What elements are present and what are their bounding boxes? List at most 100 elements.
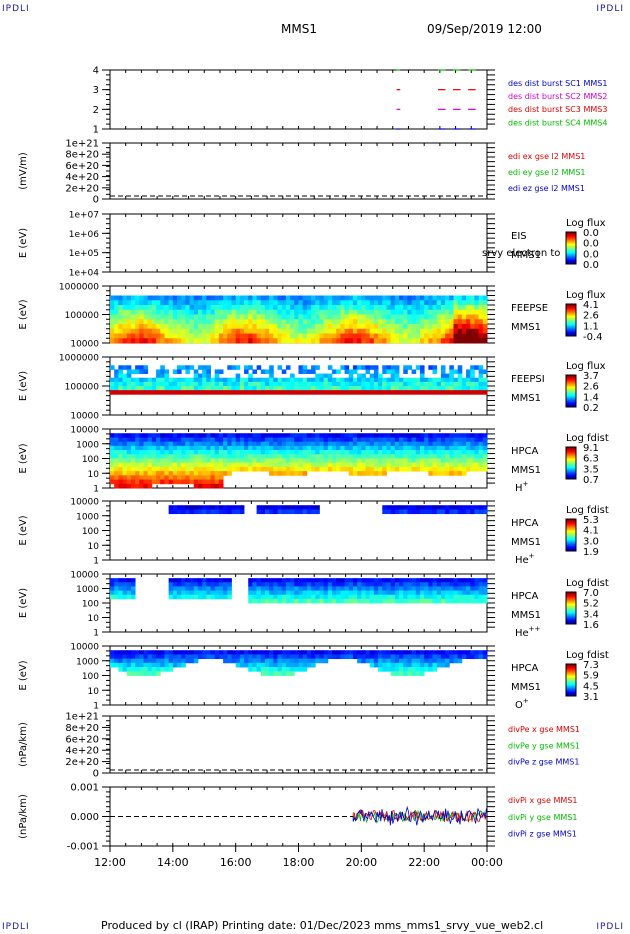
panel-hpca-h-cell — [399, 454, 404, 459]
panel-feepsi-cell — [319, 386, 325, 391]
panel-hpca-h-cell — [361, 450, 366, 455]
panel-hpca-h-cell — [197, 466, 203, 472]
panel-hpca-o-cell — [122, 654, 128, 660]
panel-feepsi-cell — [122, 377, 128, 383]
panel-hpca-h-cell — [382, 471, 387, 476]
panel-feepse-cell — [252, 338, 258, 344]
panel-feepse-cell — [466, 314, 471, 320]
panel-hpca-h-cell — [122, 437, 128, 443]
panel-feepsi-cell — [252, 381, 258, 387]
panel-hpca-h-cell — [130, 441, 136, 447]
panel-feepsi-cell — [197, 381, 203, 387]
panel-feepse-colorbar-cell — [566, 307, 576, 309]
panel-hpca-o-cell — [181, 654, 186, 660]
panel-hpca-o-cell — [357, 650, 362, 655]
panel-hpca-h-cell — [130, 475, 136, 480]
panel-feepsi-cell — [474, 386, 480, 391]
panel-hpca-he2-cell — [399, 578, 404, 583]
panel-hpca-h-cell — [277, 458, 283, 464]
panel-hpca-o-cell — [457, 654, 463, 660]
panel-feepse-cell — [378, 328, 383, 334]
panel-feepsi-cell — [139, 369, 144, 374]
panel-hpca-he1-cell — [302, 505, 308, 510]
panel-feepse-cell — [478, 324, 484, 330]
panel-feepse-cell — [432, 328, 438, 334]
panel-hpca-he2-cell — [482, 578, 488, 583]
panel-hpca-h-cell — [449, 454, 454, 459]
panel-feepse-cell — [285, 305, 291, 311]
panel-feepse-cell — [156, 305, 161, 311]
panel-hpca-he2-cell — [373, 578, 379, 583]
panel-feepsi-cell — [244, 365, 249, 370]
panel-hpca-h-cell — [378, 454, 383, 459]
panel-hpca-he2-cell — [114, 586, 119, 591]
panel-feepsi-cell — [302, 386, 308, 391]
panel-hpca-h-cell — [453, 450, 459, 455]
panel-feepsi-cell — [298, 369, 304, 374]
panel-feepse-cell — [302, 319, 308, 325]
panel-hpca-he2-cell — [168, 594, 174, 600]
panel-feepse-cell — [164, 305, 170, 311]
panel-hpca-he2-cell — [357, 582, 362, 587]
panel-hpca-h-cell — [151, 475, 157, 480]
panel-feepse-cell — [206, 324, 211, 330]
panel-feepse-cell — [361, 324, 366, 330]
panel-feepsi-colorbar-cell — [566, 396, 576, 398]
panel-hpca-o-cell — [118, 654, 123, 660]
panel-hpca-h-cell — [147, 454, 153, 459]
panel-feepsi-cell — [470, 381, 475, 387]
panel-hpca-he1-cell — [432, 509, 438, 515]
panel-feepse-cell — [164, 314, 170, 320]
panel-hpca-h-cell — [206, 441, 211, 447]
panel-hpca-h-cell — [160, 454, 165, 459]
panel-feepsi-cell — [306, 390, 312, 395]
panel-hpca-h-cell — [130, 479, 136, 485]
panel-feepse-cell — [206, 300, 211, 306]
panel-feepse-cell — [172, 314, 178, 320]
panel-hpca-he2-cell — [327, 578, 333, 583]
panel-hpca-he2-cell — [478, 598, 484, 604]
panel-feepsi-cell — [273, 390, 278, 395]
panel-hpca-h-cell — [235, 458, 241, 464]
panel-hpca-h-cell — [126, 450, 132, 455]
panel-hpca-h-cell — [361, 454, 366, 459]
panel-hpca-he2-cell — [428, 598, 433, 604]
panel-hpca-h-cell — [156, 458, 161, 464]
panel-hpca-he2-cell — [323, 582, 329, 587]
panel-hpca-he1-ytick-label: 100 — [82, 527, 99, 537]
panel-hpca-he1-cell — [285, 505, 291, 510]
panel-feepse-cell — [457, 314, 463, 320]
panel-feepsi-cell — [189, 381, 195, 387]
panel-feepse-cell — [382, 295, 387, 301]
panel-hpca-h-cell — [181, 454, 186, 459]
panel-feepse-cell — [189, 333, 195, 339]
panel-feepse-colorbar-cell — [566, 317, 576, 319]
panel-feepse-cell — [172, 338, 178, 344]
panel-hpca-h-cell — [344, 433, 350, 438]
panel-hpca-h-cell — [294, 450, 299, 455]
panel-feepse-cell — [239, 314, 245, 320]
panel-feepse-cell — [470, 314, 475, 320]
panel-hpca-he2-cell — [290, 578, 295, 583]
panel-hpca-he2-cell — [436, 598, 442, 604]
panel-hpca-o-cell — [361, 650, 366, 655]
panel-hpca-o-cell — [315, 654, 320, 660]
panel-feepse-cell — [411, 300, 417, 306]
panel-hpca-h-cell — [394, 437, 400, 443]
panel-hpca-h-cell — [277, 433, 283, 438]
panel-feepse-cell — [231, 295, 237, 301]
panel-hpca-o-cell — [281, 658, 287, 664]
panel-feepse-cell — [160, 295, 165, 301]
panel-hpca-he2-cell — [248, 598, 253, 604]
panel-feepsi-ytick-label: 10000 — [70, 412, 99, 422]
panel-hpca-he2-cell — [436, 590, 442, 596]
panel-hpca-he2-colorbar-cell — [566, 615, 576, 617]
panel-feepsi-cell — [474, 377, 480, 383]
panel-feepse-cell — [340, 324, 345, 330]
panel-hpca-he1-cell — [311, 505, 316, 510]
panel-hpca-h-cell — [135, 441, 140, 447]
panel-feepsi-cell — [227, 390, 232, 395]
panel-hpca-he1-colorbar-cell — [566, 546, 576, 548]
panel-feepse-cell — [164, 319, 170, 325]
panel-edi-ytick-label: 2e+20 — [65, 183, 99, 194]
